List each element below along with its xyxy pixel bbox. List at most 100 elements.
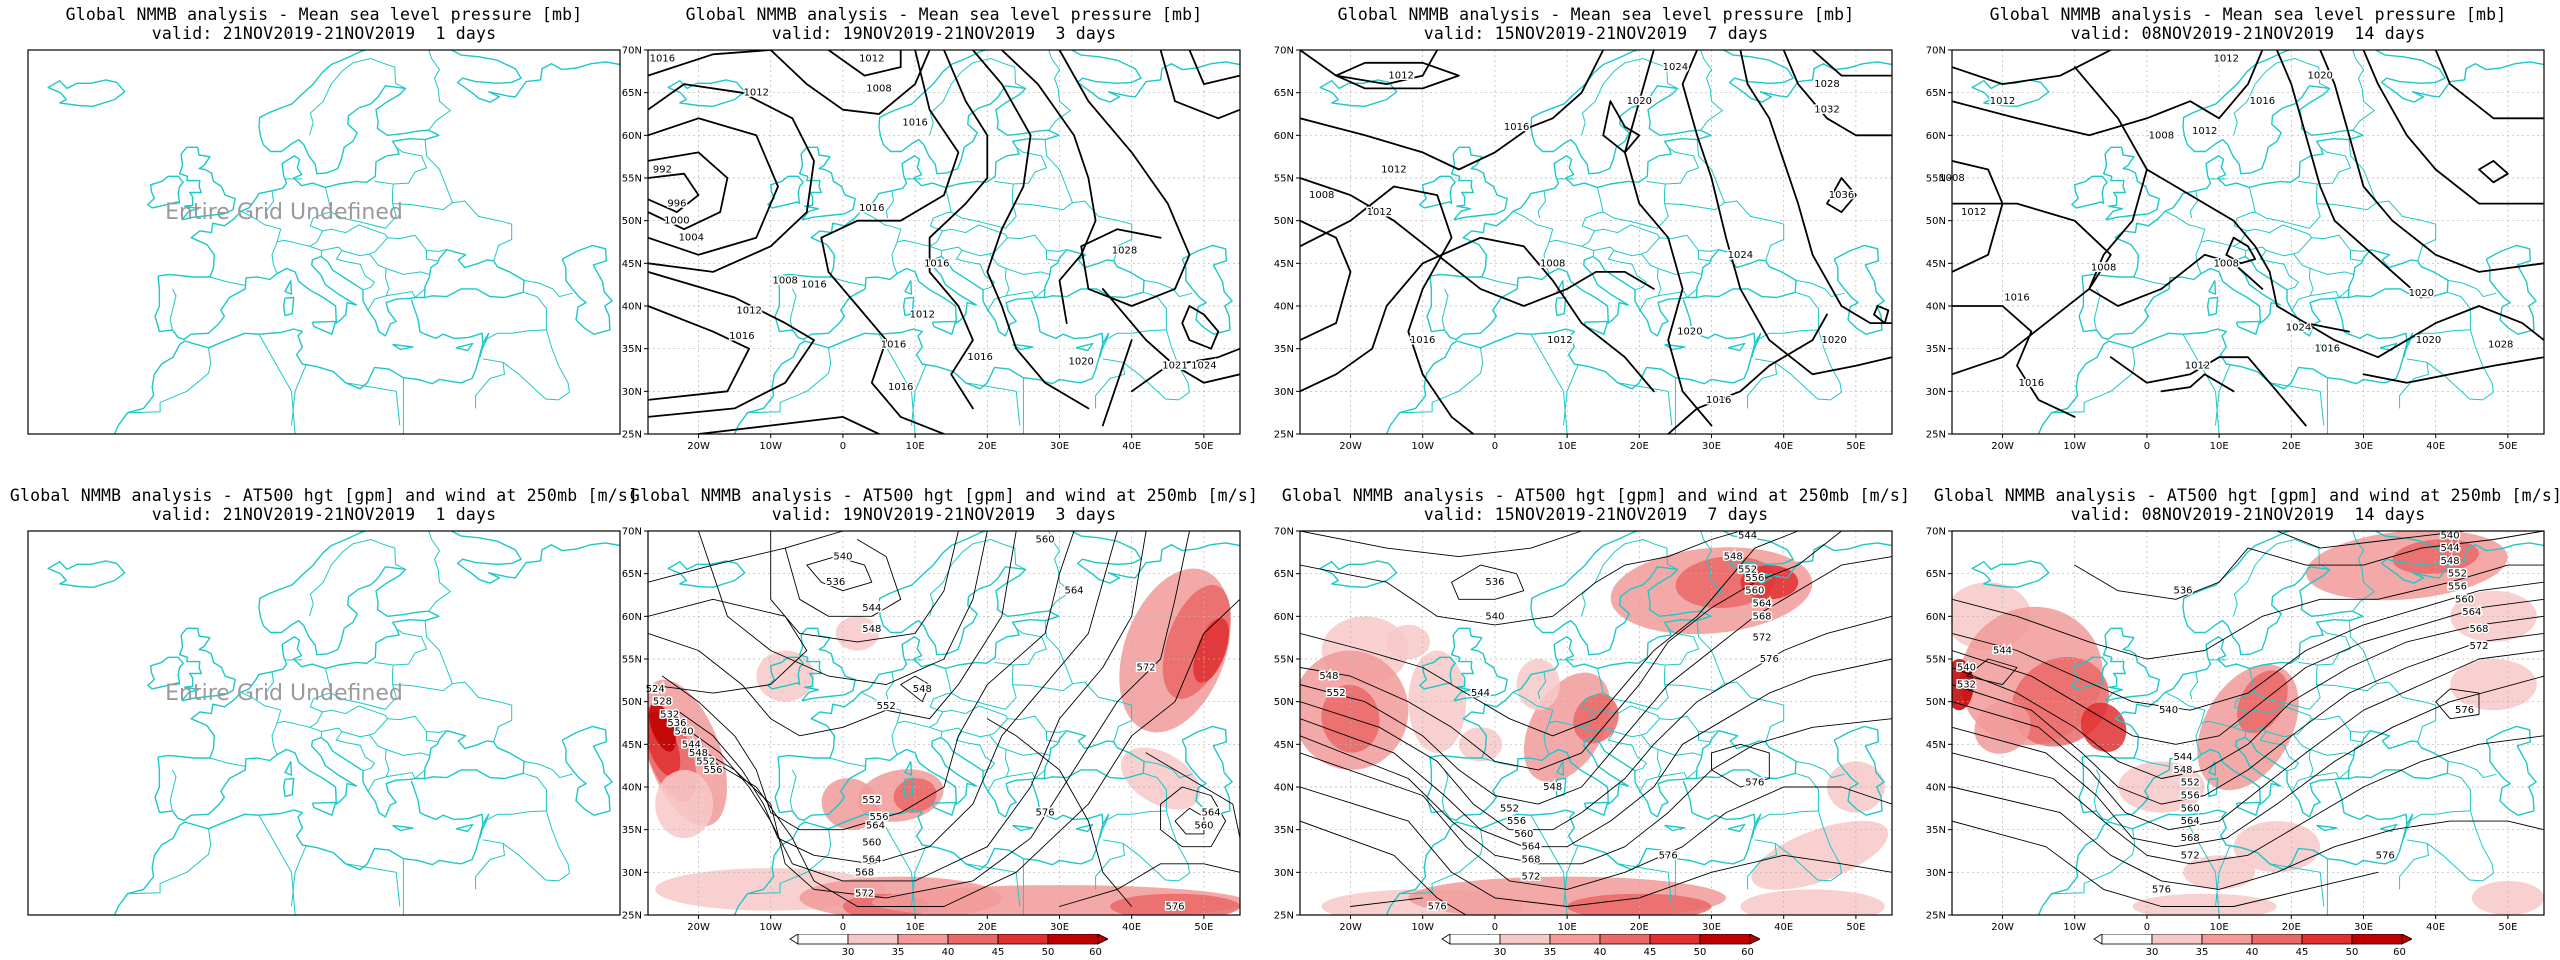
country-border <box>1046 249 1066 252</box>
colorbar-swatch <box>1047 934 1099 945</box>
coastline <box>147 656 184 690</box>
contour-line <box>1952 650 2544 831</box>
contour-line <box>1300 615 1892 831</box>
coastline <box>147 175 184 209</box>
contour-label: 568 <box>2469 624 2488 635</box>
colorbar-swatch <box>1699 934 1751 945</box>
country-border <box>545 329 570 393</box>
contour-label: 568 <box>2181 833 2200 844</box>
contour-line <box>648 50 772 77</box>
y-tick-label: 25N <box>622 430 642 441</box>
country-border <box>345 863 401 907</box>
country-border <box>1006 288 1046 299</box>
country-border <box>1657 268 1702 275</box>
map-frame <box>647 530 1241 916</box>
country-border <box>2447 760 2497 779</box>
coastline <box>2208 761 2217 776</box>
contour-line <box>1952 50 2264 137</box>
contour-line <box>1160 786 1227 848</box>
country-border <box>370 58 406 89</box>
country-border <box>2411 291 2471 339</box>
contour-line <box>1174 807 1205 835</box>
panel-title: Global NMMB analysis - Mean sea level pr… <box>1260 5 1932 43</box>
contour-label: 1016 <box>801 280 826 291</box>
coastline <box>1727 823 1746 833</box>
country-border <box>2399 362 2430 409</box>
country-border <box>475 843 506 890</box>
contour-line <box>1667 313 1828 434</box>
colorbar-label: 30 <box>842 947 855 958</box>
x-tick-label: 10W <box>1411 922 1434 933</box>
coastline <box>479 813 490 839</box>
contour-lines <box>648 531 1240 907</box>
coastline <box>1833 725 1885 816</box>
coastline <box>282 296 295 317</box>
contour-label: 548 <box>1724 552 1743 563</box>
contour-label: 552 <box>2181 778 2200 789</box>
colorbar-swatch <box>2151 934 2203 945</box>
mslp-7d-map: 1012 1024 1028 1032 1020 1016 1012 1008 1012 1036… <box>1274 46 1893 452</box>
map-frame <box>1951 49 2545 435</box>
contour-line <box>1952 820 2379 907</box>
x-tick-label: 20E <box>2282 922 2301 933</box>
country-border <box>2309 268 2354 275</box>
country-border <box>1048 531 1072 612</box>
coastline <box>767 175 804 209</box>
map-frame <box>27 49 621 435</box>
x-tick-label: 10E <box>906 922 925 933</box>
contour-label: 1008 <box>2091 263 2116 274</box>
contour-label: 552 <box>2448 569 2467 580</box>
country-border <box>1664 683 1725 692</box>
colorbar-label: 35 <box>2196 947 2209 958</box>
country-border <box>309 187 332 247</box>
contour-label: 1012 <box>1388 71 1413 82</box>
x-tick-label: 20E <box>2282 441 2301 452</box>
country-border <box>929 187 952 247</box>
country-border <box>2406 358 2494 401</box>
country-border <box>265 190 275 219</box>
country-border <box>1399 347 1484 414</box>
country-border <box>1698 730 1718 733</box>
country-border <box>1658 769 1698 780</box>
panel-title-line1: Global NMMB analysis - Mean sea level pr… <box>685 5 1203 24</box>
coastline <box>154 730 525 821</box>
wind-shade-patch <box>2080 702 2127 752</box>
coastline <box>1385 780 1756 915</box>
country-border <box>1005 268 1050 275</box>
country-border <box>1607 731 1648 772</box>
country-border <box>2316 683 2377 692</box>
contour-label: 1028 <box>2488 339 2513 350</box>
contour-line <box>928 50 989 410</box>
contour-line <box>1145 752 1240 839</box>
wind-shade-patch <box>1952 659 1974 711</box>
contour-label: 1012 <box>859 54 884 65</box>
country-border <box>482 358 570 401</box>
country-border <box>2310 288 2350 299</box>
contour-label: 536 <box>1485 577 1504 588</box>
contour-line <box>1300 219 1352 341</box>
panel-title-line1: Global NMMB analysis - AT500 hgt [gpm] a… <box>1933 486 2560 505</box>
contour-label: 556 <box>703 765 722 776</box>
coastline <box>1971 560 2050 588</box>
contour-line <box>2434 50 2544 120</box>
contour-line <box>1300 531 1741 626</box>
contour-label: 556 <box>2448 582 2467 593</box>
country-border <box>240 210 282 243</box>
contour-line <box>972 50 1090 410</box>
contour-line <box>1300 236 1655 393</box>
contour-line <box>1965 658 2018 686</box>
country-border <box>271 720 323 755</box>
coastline <box>2037 780 2408 915</box>
colorbar-swatch <box>947 934 999 945</box>
country-border <box>1657 749 1702 756</box>
country-border <box>2469 329 2494 393</box>
wind-shade-patch <box>1516 659 1560 711</box>
contour-line <box>690 531 1190 899</box>
x-tick-label: 20W <box>1991 441 2014 452</box>
country-border <box>1005 749 1050 756</box>
contour-line <box>648 172 700 213</box>
country-border <box>291 845 307 907</box>
y-tick-label: 40N <box>1274 302 1294 313</box>
coastline <box>284 761 293 776</box>
country-border <box>426 730 446 733</box>
